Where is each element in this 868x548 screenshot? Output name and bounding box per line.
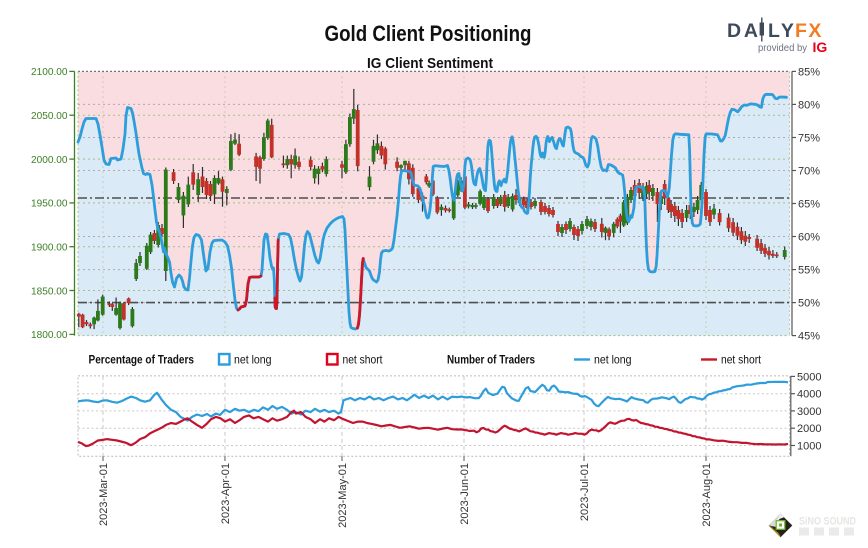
- svg-text:LY: LY: [768, 20, 797, 42]
- svg-text:Number of Traders: Number of Traders: [447, 353, 535, 367]
- svg-text:net long: net long: [594, 353, 632, 367]
- svg-text:45%: 45%: [798, 331, 820, 343]
- svg-text:Percentage of Traders: Percentage of Traders: [89, 353, 195, 367]
- svg-text:2023-Jun-01: 2023-Jun-01: [459, 463, 471, 525]
- svg-text:provided by: provided by: [758, 42, 808, 54]
- svg-text:1850.00: 1850.00: [31, 285, 68, 297]
- svg-text:80%: 80%: [798, 99, 820, 111]
- svg-text:IG Client Sentiment: IG Client Sentiment: [367, 55, 493, 72]
- svg-text:1900.00: 1900.00: [31, 242, 68, 254]
- svg-text:4000: 4000: [797, 389, 821, 401]
- svg-text:65%: 65%: [798, 199, 820, 211]
- svg-text:net long: net long: [234, 353, 272, 367]
- svg-text:60%: 60%: [798, 232, 820, 244]
- svg-text:50%: 50%: [798, 298, 820, 310]
- svg-text:DA: DA: [727, 20, 761, 42]
- svg-text:75%: 75%: [798, 133, 820, 145]
- svg-text:70%: 70%: [798, 166, 820, 178]
- svg-text:2000: 2000: [797, 423, 821, 435]
- svg-text:net short: net short: [721, 353, 762, 367]
- svg-text:55%: 55%: [798, 265, 820, 277]
- svg-text:IG: IG: [813, 39, 828, 55]
- svg-text:net short: net short: [343, 353, 384, 367]
- svg-text:3000: 3000: [797, 406, 821, 418]
- svg-text:2023-Apr-01: 2023-Apr-01: [220, 463, 232, 524]
- svg-text:1800.00: 1800.00: [31, 329, 68, 341]
- svg-text:FX: FX: [795, 20, 823, 42]
- svg-text:2023-Aug-01: 2023-Aug-01: [701, 463, 713, 527]
- svg-text:2000.00: 2000.00: [31, 154, 68, 166]
- svg-text:1000: 1000: [797, 441, 821, 453]
- svg-text:SiNO SOUND: SiNO SOUND: [799, 516, 856, 528]
- svg-text:2050.00: 2050.00: [31, 110, 68, 122]
- svg-text:1950.00: 1950.00: [31, 198, 68, 210]
- svg-text:2023-May-01: 2023-May-01: [337, 463, 349, 528]
- svg-text:Gold Client Positioning: Gold Client Positioning: [325, 21, 532, 46]
- svg-text:2100.00: 2100.00: [31, 66, 68, 78]
- svg-text:85%: 85%: [798, 66, 820, 78]
- svg-text:2023-Mar-01: 2023-Mar-01: [98, 463, 110, 526]
- svg-text:5000: 5000: [797, 371, 821, 383]
- svg-text:2023-Jul-01: 2023-Jul-01: [579, 463, 591, 521]
